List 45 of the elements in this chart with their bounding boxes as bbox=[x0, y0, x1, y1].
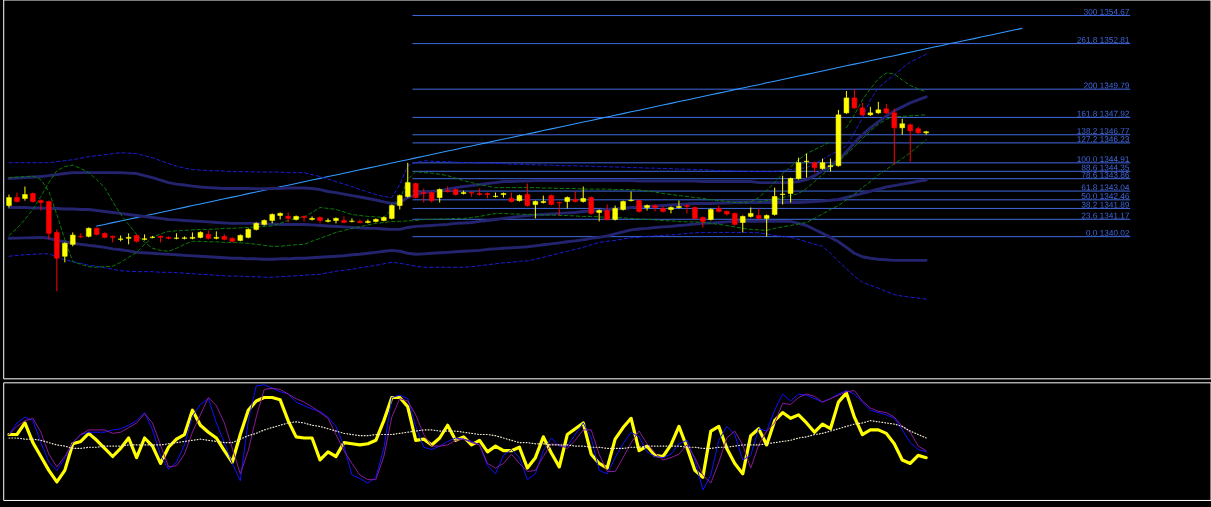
ref-line-label: 0.0 1340.02 bbox=[1086, 229, 1130, 236]
ref-line-label: 300 1354.67 bbox=[1083, 8, 1130, 15]
candlestick bbox=[628, 190, 634, 202]
candlestick bbox=[14, 191, 20, 203]
ref-line-label: 50.0 1342.46 bbox=[1081, 192, 1130, 199]
candlestick bbox=[676, 199, 682, 209]
ref-line-label: 23.6 1341.17 bbox=[1081, 212, 1130, 219]
candlestick bbox=[325, 217, 331, 223]
candlestick bbox=[309, 215, 315, 221]
ref-line-label: 161.8 1347.92 bbox=[1077, 110, 1130, 117]
candlestick bbox=[779, 174, 786, 205]
ref-line-label: 61.8 1343.04 bbox=[1081, 184, 1130, 191]
candlestick bbox=[907, 123, 913, 162]
candlestick bbox=[357, 218, 363, 224]
candlestick bbox=[341, 215, 347, 224]
ref-line-label: 100.0 1344.91 bbox=[1077, 155, 1130, 162]
candlestick bbox=[285, 211, 291, 223]
candlestick bbox=[684, 203, 690, 214]
candlestick bbox=[843, 90, 850, 115]
candlestick bbox=[771, 186, 778, 216]
candlestick bbox=[22, 185, 28, 201]
ref-line-label: 138.2 1346.77 bbox=[1077, 127, 1130, 134]
candlestick bbox=[365, 218, 371, 224]
candlestick bbox=[891, 108, 897, 165]
candlestick bbox=[795, 156, 802, 180]
candlestick bbox=[349, 217, 355, 223]
candlestick bbox=[38, 198, 44, 211]
candlestick bbox=[301, 214, 307, 222]
candlestick bbox=[644, 203, 650, 211]
candlestick bbox=[764, 213, 770, 237]
ref-line-label: 261.8 1352.81 bbox=[1077, 36, 1130, 43]
candlestick bbox=[803, 152, 810, 178]
ref-line-label: 200 1349.79 bbox=[1084, 82, 1130, 89]
candlestick bbox=[556, 200, 562, 216]
ref-line-label: 88.6 1344.35 bbox=[1081, 164, 1130, 171]
ref-line-label: 38.2 1341.89 bbox=[1081, 201, 1130, 208]
candlestick bbox=[405, 162, 411, 198]
candlestick bbox=[851, 88, 858, 110]
candlestick bbox=[700, 215, 706, 228]
candlestick bbox=[787, 176, 794, 203]
candlestick bbox=[62, 241, 68, 263]
candlestick bbox=[333, 216, 339, 224]
ref-line-label: 127.2 1346.23 bbox=[1077, 136, 1130, 142]
candlestick bbox=[668, 205, 674, 214]
ref-line-label: 78.6 1343.86 bbox=[1081, 171, 1130, 178]
